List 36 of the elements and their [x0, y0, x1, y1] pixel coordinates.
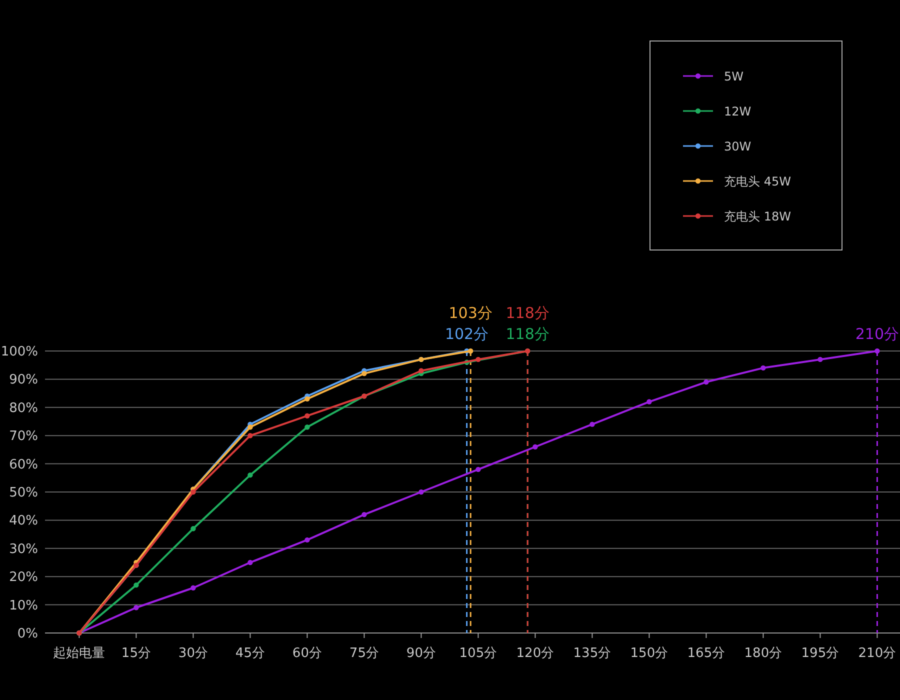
x-tick-label: 60分 [292, 646, 322, 661]
y-tick-label: 0% [17, 626, 38, 642]
ref-line-label: 118分 [506, 304, 550, 322]
x-tick-label: 165分 [687, 646, 726, 661]
y-tick-label: 50% [9, 486, 38, 500]
x-tick-label: 75分 [349, 646, 379, 661]
ref-line-label: 118分 [506, 325, 550, 343]
y-tick-label: 60% [9, 457, 38, 472]
legend-label: 充电头 45W [724, 174, 792, 188]
legend-label: 5W [724, 70, 744, 84]
y-tick-label: 10% [9, 598, 38, 614]
legend-label: 12W [724, 104, 752, 118]
y-tick-label: 20% [9, 570, 38, 586]
y-tick-label: 70% [9, 429, 38, 444]
ref-line-label: 102分 [444, 325, 489, 343]
y-tick-label: 80% [9, 400, 38, 416]
x-tick-label: 起始电量 [53, 646, 106, 661]
y-tick-label: 100% [0, 344, 38, 360]
x-tick-label: 45分 [235, 646, 265, 661]
x-tick-label: 195分 [801, 646, 840, 661]
x-tick-label: 30分 [178, 646, 208, 661]
y-tick-label: 90% [9, 372, 38, 388]
ref-line-label: 210分 [855, 325, 900, 343]
ref-line-label: 103分 [448, 304, 492, 322]
x-tick-label: 105分 [459, 646, 498, 661]
x-tick-label: 180分 [744, 646, 782, 661]
y-tick-label: 40% [9, 514, 38, 529]
x-tick-label: 90分 [406, 646, 436, 661]
x-tick-label: 15分 [121, 646, 151, 661]
x-tick-label: 135分 [573, 646, 612, 661]
x-tick-label: 120分 [516, 646, 554, 661]
y-tick-label: 30% [9, 542, 38, 557]
x-tick-label: 150分 [630, 646, 668, 661]
legend-label: 充电头 18W [724, 210, 792, 224]
x-tick-label: 210分 [858, 646, 896, 661]
legend-label: 30W [724, 140, 752, 154]
